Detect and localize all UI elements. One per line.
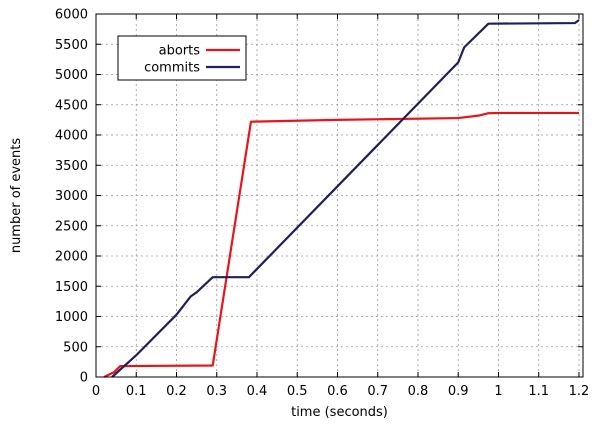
- x-tick-label: 1.2: [569, 384, 590, 399]
- y-tick-label: 1500: [55, 280, 88, 295]
- y-tick-label: 1000: [55, 310, 88, 325]
- axis-ticks: 0 0.1 0.2 0.3 0.4 0.5 0.6 0.7 0.8 0.9 1 1.1 1.2 0 500 1…: [55, 8, 589, 400]
- x-tick-label: 0.7: [367, 384, 388, 399]
- x-tick-label: 0.5: [287, 384, 308, 399]
- x-tick-label: 1: [494, 384, 502, 399]
- x-tick-label: 0: [92, 384, 100, 399]
- y-axis-label: number of events: [9, 138, 24, 254]
- series-line-commits: [111, 19, 580, 378]
- y-tick-label: 4500: [55, 98, 88, 113]
- x-axis-label: time (seconds): [291, 405, 388, 420]
- x-tick-label: 0.9: [448, 384, 469, 399]
- y-tick-label: 6000: [55, 8, 88, 23]
- x-tick-label: 0.6: [327, 384, 348, 399]
- series-line-aborts: [103, 111, 579, 378]
- y-tick-label: 0: [80, 371, 88, 386]
- y-tick-label: 5000: [55, 68, 88, 83]
- y-tick-label: 2500: [55, 219, 88, 234]
- y-tick-label: 3000: [55, 189, 88, 204]
- x-tick-label: 0.8: [408, 384, 429, 399]
- legend-box: [117, 35, 247, 81]
- y-tick-label: 5500: [55, 38, 88, 53]
- x-tick-label: 0.4: [247, 384, 268, 399]
- y-tick-label: 4000: [55, 129, 88, 144]
- y-tick-label: 500: [63, 340, 88, 355]
- grid: [96, 14, 583, 377]
- x-tick-label: 1.1: [528, 384, 549, 399]
- legend-label-commits: commits: [144, 61, 200, 76]
- legend-label-aborts: aborts: [159, 44, 201, 59]
- x-tick-label: 0.3: [206, 384, 227, 399]
- legend: aborts commits: [117, 35, 247, 81]
- x-tick-label: 0.2: [166, 384, 187, 399]
- y-tick-label: 3500: [55, 159, 88, 174]
- x-tick-label: 0.1: [126, 384, 147, 399]
- series-lines: [103, 19, 580, 378]
- y-tick-label: 2000: [55, 250, 88, 265]
